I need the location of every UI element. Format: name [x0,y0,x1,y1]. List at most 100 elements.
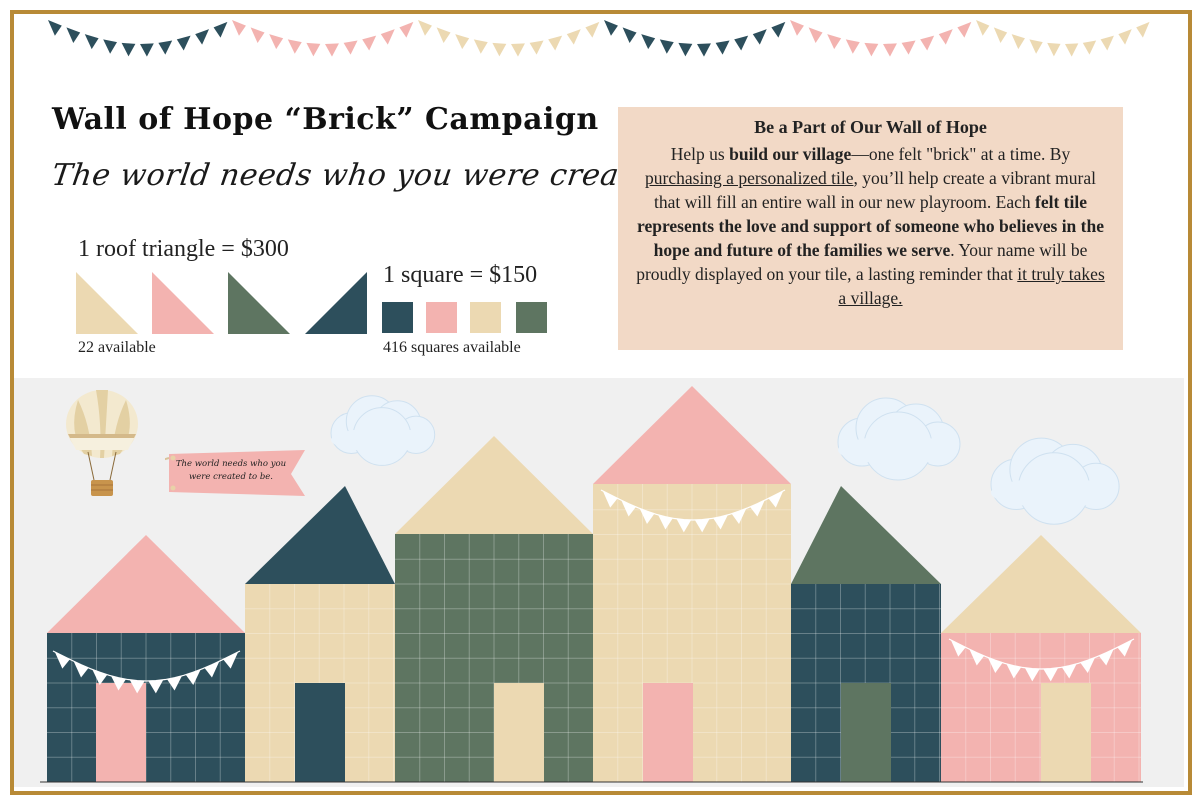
house-bunting-flag [1061,663,1077,679]
bunting-flag [362,35,377,51]
house-bunting-flag [185,669,201,686]
bunting-flag [845,39,860,54]
house-bunting-flag [621,500,636,517]
bunting-flag [269,34,284,50]
bunting-flag [901,40,916,55]
house-bunting-flag [1043,667,1059,682]
info-text-2: —one felt "brick" at a time. By [851,144,1071,164]
bunting-flag [864,42,879,57]
house-bunting-flag [92,669,108,686]
info-underline-village: it truly takes a village. [838,264,1105,308]
bunting-flag [566,29,581,45]
info-text-3: , you’ll help create a vibrant mural tha… [654,168,1096,212]
house-bunting-flag [204,661,220,678]
bunting-flag [66,27,81,43]
info-bold-village: build our village [729,144,852,164]
bunting-flag [659,39,674,54]
cream-square-swatch [470,302,501,333]
bunting-flag [715,40,730,55]
pink-square-swatch [426,302,457,333]
bunting-flag [1100,35,1114,51]
bunting-flag [808,27,823,43]
bunting-flag [752,29,767,45]
house-bunting-flag [1024,667,1040,682]
info-underline-tile: purchasing a personalized tile [645,168,854,188]
house-bunting-flag [223,651,239,669]
square-availability: 416 squares available [383,339,521,356]
bunting-flag [548,35,563,51]
bunting-flag [938,29,953,45]
bunting-flag [492,42,507,57]
bunting-flag [306,42,321,57]
house-bunting-flag [110,675,126,691]
village-illustration [40,386,1143,783]
house-door [643,683,693,782]
house-door [1041,683,1091,782]
house-bunting-flag [602,490,618,508]
bunting-flag [529,40,544,55]
house-bunting-flag [694,518,710,533]
house-bunting-flag [950,639,966,657]
bunting-flag [1047,42,1061,57]
banner-text: The world needs who you were created to … [175,459,287,482]
bunting-flag [250,27,265,43]
bunting-flag [121,42,136,57]
square-price-label: 1 square = $150 [383,262,538,288]
bunting-flag [103,39,117,54]
bunting-flag [993,27,1008,43]
house-bunting-flag [713,514,728,530]
bunting-flag [697,43,711,57]
bunting-flag [883,43,897,57]
house-bunting-flag [148,679,164,694]
house-bunting-flag [1080,657,1096,674]
green-square-swatch [516,302,547,333]
bunting-flag [1011,34,1025,50]
house-bunting-flag [969,649,985,666]
bunting-flag [1136,21,1150,38]
bunting-flag [1082,40,1097,55]
bunting-flag [158,40,173,55]
navy-triangle-swatch [305,272,367,334]
bunting-flag [957,21,972,38]
page-title: Wall of Hope “Brick” Campaign [52,102,599,137]
info-heading: Be a Part of Our Wall of Hope [754,117,987,137]
bunting-flag [436,27,451,43]
bunting-flag [1118,29,1132,45]
bunting-flag [455,34,470,50]
bunting-flag [473,39,488,54]
bunting-flag [232,20,246,36]
triangle-availability: 22 available [78,339,156,356]
house-3-roof [395,436,593,534]
house-bunting-flag [639,508,655,525]
house-4-roof [593,386,791,484]
house-bunting-flag [1006,663,1022,679]
house-bunting-flag [54,651,70,669]
navy-square-swatch [382,302,413,333]
bunting-flag [399,21,414,38]
bunting-flag [771,21,786,38]
cloud-icon [990,437,1120,525]
bunting-flag [176,35,191,51]
house-2-roof [245,486,395,584]
house-bunting-flag [129,679,145,694]
info-text-4: . Your name will be proudly displayed on… [636,240,1088,284]
triangle-price-label: 1 roof triangle = $300 [78,236,289,262]
house-bunting-flag [750,500,765,517]
bunting-flag [140,43,154,57]
house-door [96,683,146,782]
bunting-flag [325,43,339,57]
bunting-flag [418,20,432,36]
house-bunting-flag [1098,649,1114,666]
house-bunting-flag [676,518,692,533]
bunting-flag [1029,39,1043,54]
bunting-flag [678,42,693,57]
bunting-flag [213,21,228,38]
house-bunting-flag [73,661,89,678]
house-bunting-flag [1117,639,1133,657]
house-bunting-flag [731,508,747,525]
bunting-flag [1065,43,1079,57]
house-bunting-flag [768,490,784,508]
house-bunting-flag [167,675,183,691]
house-door [841,683,891,782]
cream-triangle-swatch [76,272,138,334]
